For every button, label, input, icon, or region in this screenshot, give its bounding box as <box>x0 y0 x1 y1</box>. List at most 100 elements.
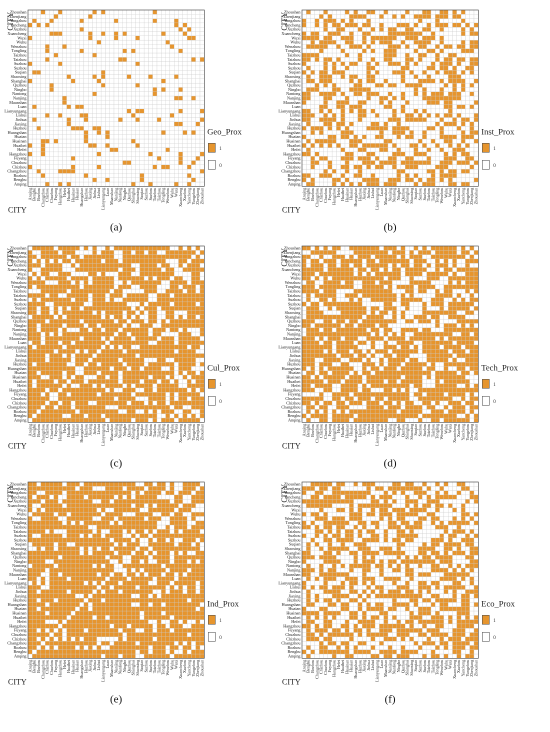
heatmap-cell <box>422 70 427 75</box>
heatmap-cell <box>430 65 436 71</box>
heatmap-cell <box>174 78 179 84</box>
heatmap-cell <box>426 121 432 127</box>
heatmap-cell <box>310 168 316 174</box>
heatmap-cell <box>165 323 171 328</box>
heatmap-cell <box>357 113 363 118</box>
heatmap-cell <box>53 310 59 315</box>
heatmap-cell <box>126 284 132 290</box>
heatmap-cell <box>323 104 328 110</box>
heatmap-cell <box>396 173 402 178</box>
heatmap-cell <box>161 104 166 110</box>
heatmap-cell <box>118 392 123 397</box>
heatmap-cell <box>306 35 311 41</box>
heatmap-cell <box>126 164 132 170</box>
heatmap-cell <box>195 374 201 380</box>
heatmap-cell <box>439 65 445 71</box>
heatmap-cell <box>448 31 453 36</box>
heatmap-cell <box>70 78 76 84</box>
heatmap-cell <box>422 164 427 170</box>
heatmap-cell <box>113 117 119 122</box>
heatmap-cell <box>370 113 376 118</box>
heatmap-cell <box>323 35 328 41</box>
heatmap-cell <box>135 284 140 290</box>
heatmap-cell <box>131 331 136 337</box>
heatmap-cell <box>62 156 67 161</box>
heatmap-cell <box>331 117 337 122</box>
heatmap-cell <box>131 387 136 393</box>
heatmap-cell <box>62 413 67 419</box>
heatmap-cell <box>182 117 188 122</box>
heatmap-cell <box>139 100 145 105</box>
heatmap-cell <box>143 413 149 419</box>
heatmap-cell <box>199 82 205 88</box>
heatmap-cell <box>353 164 359 170</box>
heatmap-cell <box>49 9 54 15</box>
heatmap-cell <box>400 117 406 122</box>
heatmap-cell <box>199 61 205 67</box>
heatmap-cell <box>27 156 33 161</box>
heatmap-cell <box>314 130 320 135</box>
heatmap-cell <box>435 173 440 178</box>
heatmap-cell <box>70 35 76 41</box>
heatmap-cell <box>161 130 166 135</box>
heatmap-cell <box>79 181 85 187</box>
heatmap-cell <box>143 57 149 62</box>
heatmap-cell <box>36 413 42 419</box>
heatmap-cell <box>49 353 54 358</box>
heatmap-cell <box>306 125 311 131</box>
heatmap-cell <box>113 57 119 62</box>
heatmap-cell <box>143 314 149 320</box>
heatmap-cell <box>383 65 389 71</box>
heatmap-cell <box>195 400 201 406</box>
heatmap-cell <box>105 280 110 285</box>
heatmap-cell <box>336 48 341 54</box>
heatmap-cell <box>113 168 119 174</box>
heatmap-cell <box>387 156 393 161</box>
heatmap-cell <box>32 340 37 346</box>
heatmap-cell <box>148 156 153 161</box>
heatmap-cell <box>310 52 316 58</box>
heatmap-cell <box>460 48 466 54</box>
heatmap-cell <box>83 374 89 380</box>
heatmap-cell <box>118 125 123 131</box>
heatmap-cell <box>66 65 72 71</box>
heatmap-cell <box>109 117 115 122</box>
heatmap-cell <box>66 379 72 384</box>
heatmap-cell <box>66 392 72 397</box>
heatmap-cell <box>92 18 97 24</box>
heatmap-cell <box>36 168 42 174</box>
heatmap-cell <box>105 366 110 371</box>
heatmap-cell <box>191 271 196 277</box>
heatmap-cell <box>92 374 97 380</box>
heatmap-cell <box>460 65 466 71</box>
heatmap-cell <box>199 331 205 337</box>
heatmap-cell <box>435 156 440 161</box>
heatmap-cell <box>178 125 183 131</box>
heatmap-cell <box>57 164 63 170</box>
heatmap-cell <box>88 173 93 178</box>
heatmap-cell <box>319 168 324 174</box>
heatmap-cell <box>319 151 324 157</box>
heatmap-cell <box>27 271 33 277</box>
heatmap-cell <box>310 27 316 32</box>
heatmap-cell <box>435 70 440 75</box>
heatmap-cell <box>66 14 72 19</box>
heatmap-cell <box>379 156 384 161</box>
heatmap-cell <box>152 44 158 49</box>
heatmap-cell <box>70 117 76 122</box>
heatmap-cell <box>456 18 462 24</box>
heatmap-cell <box>131 383 136 389</box>
heatmap-cell <box>319 173 324 178</box>
heatmap-cell <box>161 374 166 380</box>
heatmap-cell <box>53 297 59 303</box>
heatmap-cell <box>96 143 102 148</box>
heatmap-cell <box>79 147 85 153</box>
heatmap-cell <box>186 52 192 58</box>
heatmap-cell <box>327 125 333 131</box>
heatmap-cell <box>135 57 140 62</box>
heatmap-cell <box>405 78 410 84</box>
heatmap-cell <box>118 417 123 423</box>
heatmap-cell <box>100 370 106 376</box>
x-tick-label: Taizhou <box>430 187 435 201</box>
heatmap-cell <box>178 344 183 350</box>
